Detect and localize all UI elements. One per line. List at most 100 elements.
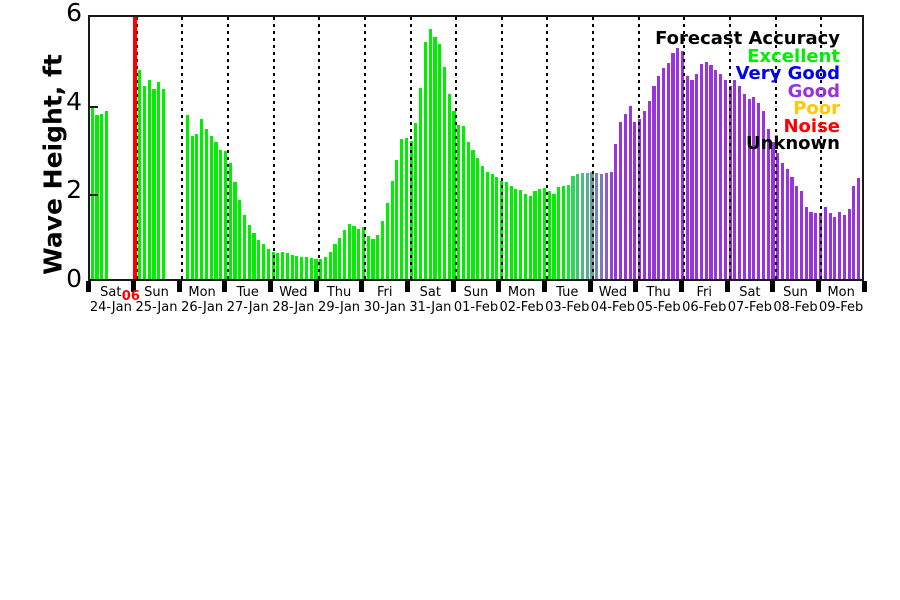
bar <box>461 126 466 279</box>
x-axis-day-tick <box>633 281 639 292</box>
date-label: 26-Jan <box>181 300 224 315</box>
bar <box>185 114 189 279</box>
day-separator-line <box>546 17 549 279</box>
bar <box>752 97 756 279</box>
date-label: 09-Feb <box>819 300 864 315</box>
bar <box>738 86 742 279</box>
bar <box>100 114 104 279</box>
bar <box>428 28 432 279</box>
x-axis-day-tick <box>861 281 867 292</box>
day-of-week-label: Mon <box>188 285 216 300</box>
x-axis-day-tick <box>770 281 776 292</box>
bar <box>361 226 366 279</box>
bar <box>628 106 632 279</box>
date-label: 03-Feb <box>545 300 590 315</box>
bar <box>576 173 580 279</box>
x-axis-day-label: Tue 27-Jan <box>225 285 271 315</box>
bar <box>480 165 485 279</box>
bar <box>404 138 408 279</box>
bar <box>195 133 199 279</box>
bar <box>771 142 775 279</box>
date-label: 06-Feb <box>682 300 727 315</box>
y-axis-tick-labels: 0 2 4 6 <box>50 0 82 300</box>
date-label: 05-Feb <box>636 300 681 315</box>
bar <box>828 212 832 279</box>
date-label: 30-Jan <box>363 300 406 315</box>
bar <box>776 152 780 279</box>
day-separator-line <box>774 17 777 279</box>
bar <box>523 193 527 279</box>
bar <box>452 110 456 279</box>
bar <box>609 171 613 279</box>
bar <box>547 191 551 279</box>
bar <box>823 207 827 279</box>
bar <box>709 65 713 279</box>
bar <box>152 89 156 279</box>
bar <box>538 189 542 279</box>
y-tick-mark <box>90 105 98 108</box>
bar <box>542 188 547 279</box>
date-label: 24-Jan <box>89 300 132 315</box>
bar <box>476 158 480 279</box>
day-of-week-label: Tue <box>556 285 579 300</box>
bar <box>657 75 661 279</box>
x-axis-day-tick <box>176 281 182 292</box>
bar <box>785 169 789 279</box>
day-of-week-label: Thu <box>646 285 671 300</box>
date-label: 25-Jan <box>135 300 178 315</box>
day-separator-line <box>272 17 275 279</box>
bar <box>300 256 304 279</box>
bar <box>138 69 142 279</box>
bar <box>471 150 475 279</box>
bar <box>295 255 299 279</box>
y-tick-label: 4 <box>66 86 82 116</box>
x-axis-day-label: Wed 04-Feb <box>590 285 636 315</box>
bar <box>623 114 627 279</box>
day-separator-line <box>683 17 686 279</box>
x-axis-day-label: Fri 30-Jan <box>362 285 408 315</box>
bar <box>247 224 251 279</box>
day-of-week-label: Fri <box>696 285 712 300</box>
bar <box>276 253 280 279</box>
day-separator-line <box>363 17 366 279</box>
bar <box>209 136 213 279</box>
bar <box>519 190 523 279</box>
bar <box>847 208 851 279</box>
bar <box>685 75 689 279</box>
y-tick-label: 2 <box>66 175 82 205</box>
day-separator-line <box>409 17 412 279</box>
bar <box>238 200 242 279</box>
date-label: 28-Jan <box>272 300 315 315</box>
bar <box>242 214 247 279</box>
bar <box>552 193 556 279</box>
bar <box>852 185 856 279</box>
day-of-week-label: Sun <box>783 285 808 300</box>
bar <box>204 129 208 279</box>
bar <box>695 74 699 279</box>
bar <box>142 86 147 279</box>
bar <box>323 256 328 279</box>
x-axis-day-tick <box>496 281 502 292</box>
day-separator-line <box>226 17 229 279</box>
bar <box>414 122 418 279</box>
x-axis-day-tick <box>359 281 365 292</box>
bar <box>371 239 375 279</box>
bar <box>747 99 751 279</box>
bar <box>347 223 351 279</box>
bar <box>266 248 270 279</box>
bar <box>619 121 623 279</box>
bar <box>485 171 489 279</box>
bar <box>661 68 666 279</box>
x-axis-day-tick <box>815 281 821 292</box>
day-of-week-label: Thu <box>326 285 352 300</box>
bar <box>704 61 708 279</box>
bar <box>219 150 223 279</box>
date-label: 29-Jan <box>318 300 361 315</box>
bar <box>252 233 256 279</box>
bar <box>633 121 637 279</box>
bar <box>719 74 723 279</box>
bar <box>352 225 356 279</box>
bar <box>257 240 261 279</box>
x-axis-day-tick <box>405 281 411 292</box>
y-tick-label: 6 <box>66 0 82 27</box>
